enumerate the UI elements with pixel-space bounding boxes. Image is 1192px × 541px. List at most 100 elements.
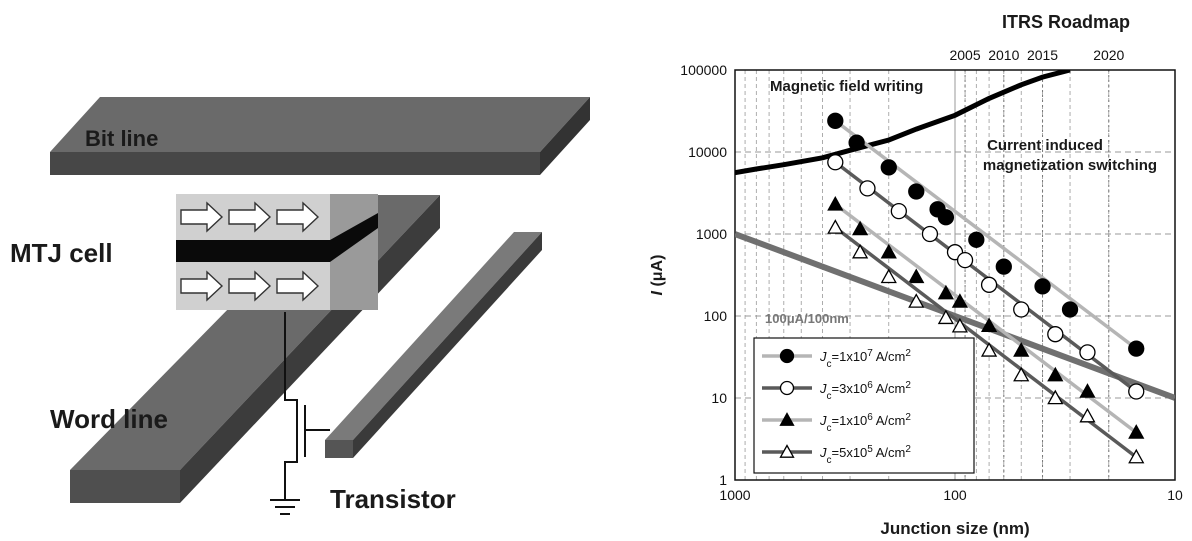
transistor-label: Transistor <box>330 484 456 514</box>
y-tick-label: 10 <box>711 390 727 406</box>
series-4 <box>827 219 1145 464</box>
top-year-labels: 2005 2010 2015 2020 <box>949 47 1124 63</box>
reference-curves <box>735 70 1175 401</box>
data-point <box>937 209 955 226</box>
top-year-label: 2010 <box>988 47 1019 63</box>
data-point <box>1128 383 1145 400</box>
legend-entry: Jc=3x106 A/cm2 <box>762 380 911 402</box>
legend-label: Jc=3x106 A/cm2 <box>819 380 911 402</box>
data-series <box>827 112 1145 464</box>
data-point <box>980 317 998 333</box>
legend-label: Jc=1x106 A/cm2 <box>819 412 911 434</box>
data-point <box>859 180 876 197</box>
data-point <box>1128 340 1145 357</box>
plot-frame <box>734 69 1176 481</box>
data-point <box>880 268 897 284</box>
series-line <box>834 119 1138 351</box>
series-2 <box>827 154 1145 400</box>
data-point <box>779 412 795 426</box>
data-point <box>1047 389 1064 405</box>
data-point <box>848 134 865 151</box>
data-point <box>827 112 844 129</box>
y-tick-label: 1000 <box>696 226 727 242</box>
data-point <box>951 317 969 333</box>
legend-label: Jc=1x107 A/cm2 <box>819 348 911 370</box>
data-point <box>951 293 969 308</box>
tunnel-barrier <box>176 213 378 262</box>
data-point <box>1128 448 1145 464</box>
data-point <box>1047 366 1064 382</box>
y-axis-unit: (μA) <box>649 255 666 291</box>
y-tick-label: 100 <box>704 308 728 324</box>
legend-entry: Jc=1x106 A/cm2 <box>762 412 911 434</box>
data-point <box>1128 424 1145 439</box>
y-tick-label: 10000 <box>688 144 727 160</box>
data-point <box>921 225 939 243</box>
mram-cell-diagram: Bit line MTJ cell Word line Transistor <box>10 97 590 515</box>
data-point <box>937 284 954 300</box>
reference-line-annotation: 100μA/100nm <box>765 311 849 326</box>
data-point <box>956 251 974 269</box>
data-point <box>779 348 795 364</box>
top-axis-title: ITRS Roadmap <box>1002 12 1130 32</box>
data-point <box>851 243 869 259</box>
data-point <box>1034 278 1051 295</box>
bit-line-label: Bit line <box>85 126 158 151</box>
top-year-label: 2020 <box>1093 47 1124 63</box>
data-point <box>1013 301 1030 318</box>
data-point <box>968 231 985 248</box>
legend-entry: Jc=1x107 A/cm2 <box>762 348 911 370</box>
y-tick-labels: 1 10 100 1000 10000 100000 <box>680 62 727 488</box>
data-point <box>1013 366 1030 382</box>
data-point <box>1047 326 1064 343</box>
x-tick-label: 100 <box>943 487 967 503</box>
mtj-cell-label: MTJ cell <box>10 238 113 268</box>
data-point <box>827 219 844 234</box>
legend-label: Jc=5x105 A/cm2 <box>819 444 911 466</box>
y-axis-title: I (μA) <box>649 255 666 296</box>
x-tick-labels: 1000 100 10 <box>719 487 1183 503</box>
magnetic-field-annotation: Magnetic field writing <box>770 78 923 95</box>
data-point <box>827 154 844 171</box>
series-1 <box>827 112 1145 357</box>
y-tick-label: 100000 <box>680 62 727 78</box>
arrow-right-icon <box>180 201 320 302</box>
word-line-label: Word line <box>50 404 168 434</box>
top-year-label: 2015 <box>1027 47 1058 63</box>
data-point <box>908 268 925 284</box>
data-point <box>779 380 795 396</box>
data-point <box>937 309 954 325</box>
transistor-icon <box>284 312 330 500</box>
data-point <box>1013 342 1030 357</box>
y-tick-label: 1 <box>719 472 727 488</box>
x-tick-label: 10 <box>1167 487 1183 503</box>
data-point <box>851 220 869 236</box>
data-point <box>827 195 844 211</box>
current-induced-annotation-1: Current induced <box>987 137 1103 154</box>
mtj-stack <box>176 194 378 310</box>
bit-line-bar <box>50 97 590 175</box>
data-point <box>779 444 795 458</box>
data-point <box>1079 407 1096 423</box>
y-axis-var: I <box>649 290 666 295</box>
top-year-label: 2005 <box>949 47 980 63</box>
data-point <box>880 159 897 176</box>
ground-icon <box>270 499 300 515</box>
current-vs-junction-chart: 1000 100 10 1 10 100 1000 10000 100000 2005 2010… <box>649 12 1183 538</box>
x-tick-label: 1000 <box>719 487 750 503</box>
data-point <box>1061 301 1079 318</box>
x-axis-title: Junction size (nm) <box>880 519 1029 538</box>
data-point <box>980 276 998 293</box>
data-point <box>880 243 897 259</box>
legend-entry: Jc=5x105 A/cm2 <box>762 444 911 466</box>
reference-line-100ua-100nm <box>735 231 1175 401</box>
data-point <box>995 258 1012 275</box>
data-point <box>980 342 998 357</box>
data-point <box>1079 383 1096 398</box>
data-point <box>908 183 925 200</box>
transistor-gate-bar <box>325 232 542 458</box>
magnetic-field-curve <box>735 70 1071 176</box>
data-point <box>890 202 907 220</box>
data-point <box>1079 344 1096 361</box>
